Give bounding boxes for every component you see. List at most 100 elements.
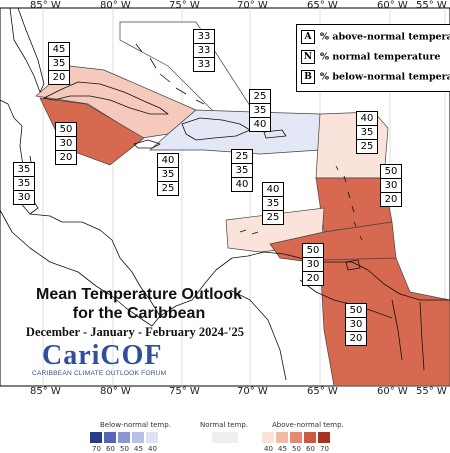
- colorbar-tick-below: 45: [134, 445, 143, 453]
- legend-key-normal: N: [301, 50, 315, 64]
- lon-tick-label-bottom: 85° W: [30, 386, 61, 397]
- prob-normal: 30: [346, 318, 366, 332]
- lon-tick-label-bottom: 70° W: [237, 386, 268, 397]
- map-period: December - January - February 2024-'25: [25, 325, 245, 339]
- prob-below: 25: [360, 141, 374, 152]
- prob-box-belize: 35 35 30: [13, 162, 35, 205]
- prob-above: 50: [303, 244, 323, 258]
- prob-below: 40: [253, 119, 267, 130]
- prob-box-hispaniola-south: 25 35 40: [231, 149, 253, 192]
- prob-normal: 35: [14, 177, 34, 191]
- legend-text-below: % below-normal temperature: [320, 71, 450, 83]
- prob-below: 20: [52, 72, 66, 83]
- prob-below: 30: [17, 192, 31, 203]
- colorbar-swatch-above: [318, 432, 330, 443]
- prob-above: 25: [250, 90, 270, 104]
- lon-tick-label-bottom: 80° W: [100, 386, 131, 397]
- colorbar-tick-above: 70: [320, 445, 329, 453]
- colorbar-swatch-above: [290, 432, 302, 443]
- prob-above: 25: [232, 150, 252, 164]
- prob-below: 40: [235, 179, 249, 190]
- prob-below: 20: [349, 333, 363, 344]
- colorbar-below-label: Below-normal temp.: [100, 421, 171, 429]
- prob-box-cuba: 45 35 20: [48, 42, 70, 85]
- prob-normal: 30: [56, 137, 76, 151]
- prob-box-bahamas: 33 33 33: [193, 29, 215, 72]
- prob-box-cayman: 50 30 20: [55, 122, 77, 165]
- lon-tick-label-top: 60° W: [377, 0, 408, 11]
- prob-box-windward: 50 30 20: [380, 164, 402, 207]
- prob-box-guianas: 50 30 20: [345, 303, 367, 346]
- region-guianas: [319, 257, 450, 387]
- prob-above: 40: [357, 112, 377, 126]
- caricof-logo-subtitle: CARIBBEAN CLIMATE OUTLOOK FORUM: [32, 370, 167, 377]
- colorbar-above-label: Above-normal temp.: [272, 421, 344, 429]
- map-title: Mean Temperature Outlook: [36, 286, 242, 303]
- lon-tick-label-top: 80° W: [100, 0, 131, 11]
- colorbar-normal-label: Normal temp.: [200, 421, 249, 429]
- lon-tick-label-top: 85° W: [30, 0, 61, 11]
- colorbar-tick-below: 60: [106, 445, 115, 453]
- colorbar-swatch-above: [304, 432, 316, 443]
- legend-text-above: % above-normal temperature: [320, 31, 450, 43]
- prob-box-trinidad: 50 30 20: [302, 243, 324, 286]
- prob-normal: 35: [357, 126, 377, 140]
- colorbar-tick-below: 70: [92, 445, 101, 453]
- lon-tick-label-top: 55° W: [416, 0, 447, 11]
- prob-below: 20: [59, 152, 73, 163]
- colorbar-swatch-below: [118, 432, 130, 443]
- prob-box-leeward: 40 35 25: [356, 111, 378, 154]
- prob-below: 25: [266, 212, 280, 223]
- probability-legend: A % above-normal temperature N % normal te…: [296, 24, 450, 92]
- prob-normal: 35: [263, 197, 283, 211]
- lon-tick-label-bottom: 75° W: [169, 386, 200, 397]
- prob-normal: 35: [250, 104, 270, 118]
- prob-below: 25: [161, 183, 175, 194]
- lon-tick-label-bottom: 55° W: [416, 386, 447, 397]
- lon-tick-label-bottom: 60° W: [377, 386, 408, 397]
- caricof-logo: CariCOF: [42, 340, 163, 371]
- legend-row-below: B % below-normal temperature: [301, 70, 450, 84]
- colorbar-swatch-below: [90, 432, 102, 443]
- lon-tick-label-bottom: 65° W: [307, 386, 338, 397]
- colorbar-tick-above: 60: [306, 445, 315, 453]
- legend-key-below: B: [301, 70, 315, 84]
- prob-below: 33: [197, 59, 211, 70]
- map-title-line2: for the Caribbean: [72, 305, 206, 322]
- prob-normal: 30: [303, 258, 323, 272]
- lon-tick-label-top: 70° W: [237, 0, 268, 11]
- prob-below: 20: [306, 273, 320, 284]
- colorbar-tick-below: 40: [148, 445, 157, 453]
- colorbar-swatch-above: [262, 432, 274, 443]
- colorbar-swatch-above: [276, 432, 288, 443]
- lon-tick-label-top: 65° W: [307, 0, 338, 11]
- legend-row-normal: N % normal temperature: [301, 50, 440, 64]
- prob-above: 40: [158, 154, 178, 168]
- colorbar-tick-above: 50: [292, 445, 301, 453]
- colorbar-swatch-below: [146, 432, 158, 443]
- prob-above: 45: [49, 43, 69, 57]
- legend-text-normal: % normal temperature: [320, 51, 441, 63]
- colorbar-tick-above: 40: [264, 445, 273, 453]
- colorbar-swatch-below: [104, 432, 116, 443]
- colorbar-swatch-normal: [212, 432, 238, 443]
- prob-above: 40: [263, 183, 283, 197]
- colorbar-swatch-below: [132, 432, 144, 443]
- prob-normal: 35: [232, 164, 252, 178]
- prob-box-jamaica: 40 35 25: [157, 153, 179, 196]
- colorbar-tick-below: 50: [120, 445, 129, 453]
- prob-above: 50: [346, 304, 366, 318]
- prob-below: 20: [384, 194, 398, 205]
- prob-normal: 35: [49, 57, 69, 71]
- forecast-regions: [35, 21, 450, 387]
- lon-tick-label-top: 75° W: [169, 0, 200, 11]
- prob-above: 33: [194, 30, 214, 44]
- prob-normal: 33: [194, 44, 214, 58]
- prob-box-hispaniola-north: 25 35 40: [249, 89, 271, 132]
- colorbar-tick-above: 45: [278, 445, 287, 453]
- prob-above: 50: [381, 165, 401, 179]
- legend-row-above: A % above-normal temperature: [301, 30, 450, 44]
- prob-normal: 35: [158, 168, 178, 182]
- prob-above: 35: [14, 163, 34, 177]
- prob-above: 50: [56, 123, 76, 137]
